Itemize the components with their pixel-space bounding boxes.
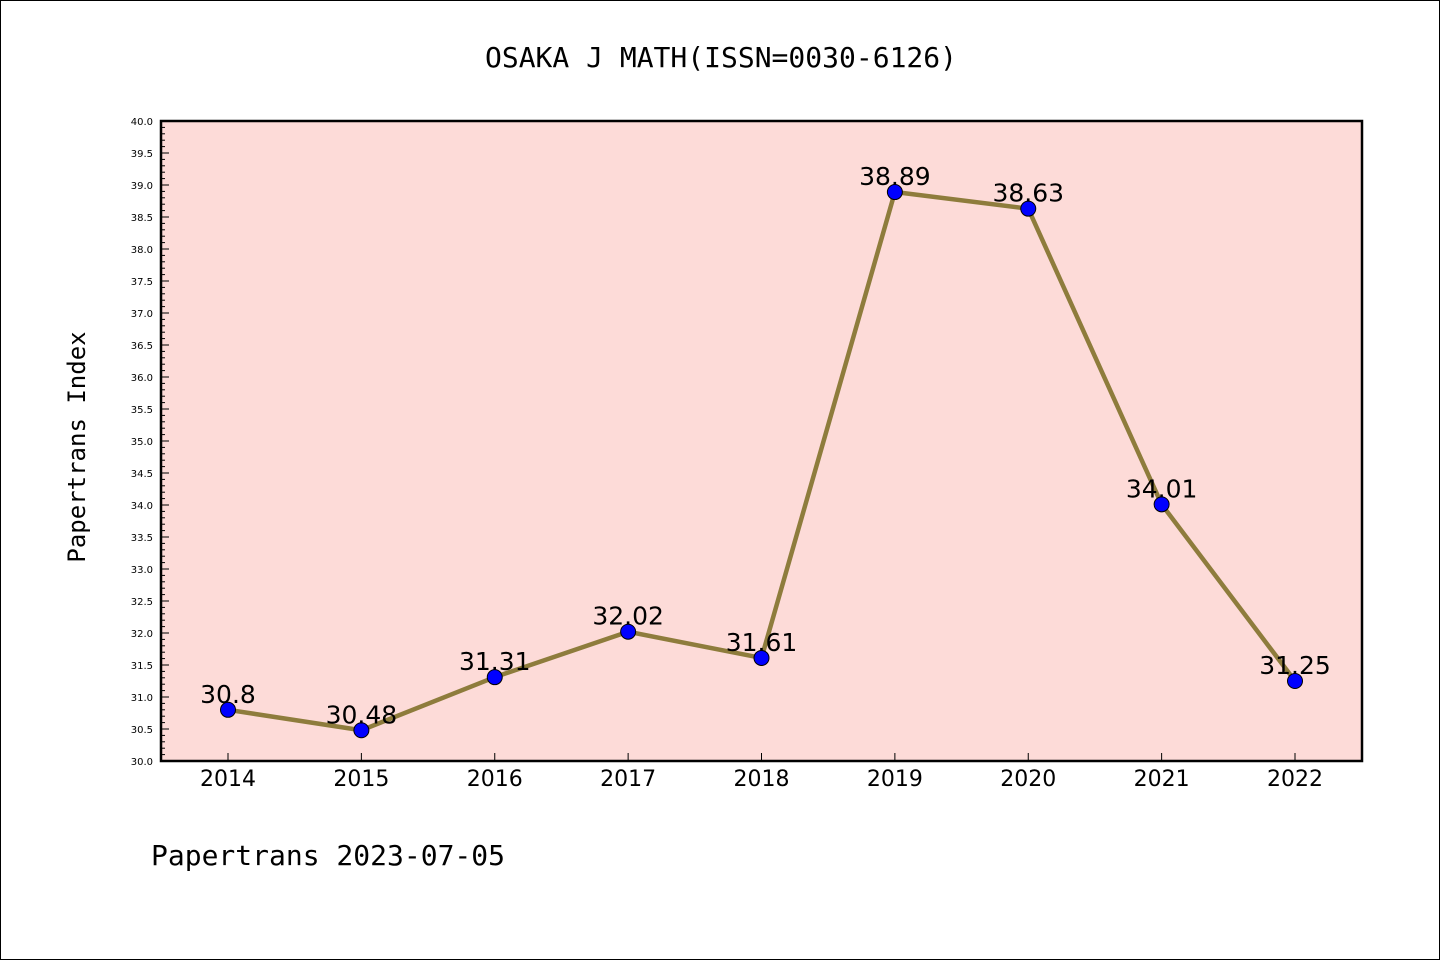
y-tick-label: 39.5 [131, 149, 153, 160]
y-tick-label: 38.5 [131, 213, 153, 224]
y-tick-label: 36.5 [131, 341, 153, 352]
footer-credit: Papertrans 2023-07-05 [151, 839, 505, 872]
data-label: 38.63 [992, 179, 1064, 208]
x-tick-label: 2015 [333, 767, 389, 792]
y-tick-label: 33.5 [131, 533, 153, 544]
y-tick-label: 32.0 [131, 629, 153, 640]
y-axis-label: Papertrans Index [63, 331, 91, 562]
y-tick-label: 33.0 [131, 565, 153, 576]
x-tick-label: 2016 [467, 767, 523, 792]
y-axis: 30.0 30.5 31.0 31.5 32.0 32.5 33.0 33.5 34.0 34.5… [131, 117, 169, 768]
data-point [486, 669, 503, 686]
y-tick-label: 38.0 [131, 245, 153, 256]
data-label: 34.01 [1126, 474, 1198, 503]
data-label: 38.89 [859, 162, 931, 191]
data-label: 31.61 [726, 628, 798, 657]
y-tick-label: 35.5 [131, 405, 153, 416]
data-point [353, 722, 370, 739]
data-point [620, 623, 637, 640]
y-tick-label: 30.5 [131, 725, 153, 736]
data-label: 31.25 [1259, 651, 1331, 680]
series-layer: 30.8 30.48 31.31 32.02 31.61 38.89 38.63 34.01 3… [200, 162, 1331, 739]
data-label: 32.02 [592, 602, 664, 631]
x-tick-label: 2020 [1000, 767, 1056, 792]
x-axis: 2014 2015 2016 2017 2018 2019 2020 2021 2022 [200, 753, 1323, 792]
data-point [1153, 496, 1170, 513]
data-label: 31.31 [459, 647, 531, 676]
y-tick-label: 34.5 [131, 469, 153, 480]
data-label: 30.48 [326, 700, 398, 729]
chart-title: OSAKA J MATH(ISSN=0030-6126) [485, 41, 957, 74]
x-tick-label: 2019 [867, 767, 923, 792]
y-tick-label: 31.5 [131, 661, 153, 672]
y-tick-label: 39.0 [131, 181, 153, 192]
y-tick-label: 35.0 [131, 437, 153, 448]
data-point [753, 649, 770, 666]
plot-border [159, 119, 1364, 763]
x-tick-label: 2017 [600, 767, 656, 792]
x-tick-label: 2022 [1267, 767, 1323, 792]
y-tick-label: 34.0 [131, 501, 153, 512]
x-tick-label: 2014 [200, 767, 256, 792]
y-tick-label: 37.5 [131, 277, 153, 288]
y-tick-label: 31.0 [131, 693, 153, 704]
data-label: 30.8 [200, 680, 256, 709]
y-tick-label: 30.0 [131, 757, 153, 768]
data-point [886, 184, 903, 201]
data-point [1020, 200, 1037, 217]
y-tick-label: 32.5 [131, 597, 153, 608]
data-point [220, 701, 236, 718]
y-tick-label: 36.0 [131, 373, 153, 384]
y-tick-label: 40.0 [131, 117, 153, 128]
x-tick-label: 2018 [734, 767, 790, 792]
data-point [1287, 673, 1303, 689]
y-tick-label: 37.0 [131, 309, 153, 320]
x-tick-label: 2021 [1134, 767, 1190, 792]
